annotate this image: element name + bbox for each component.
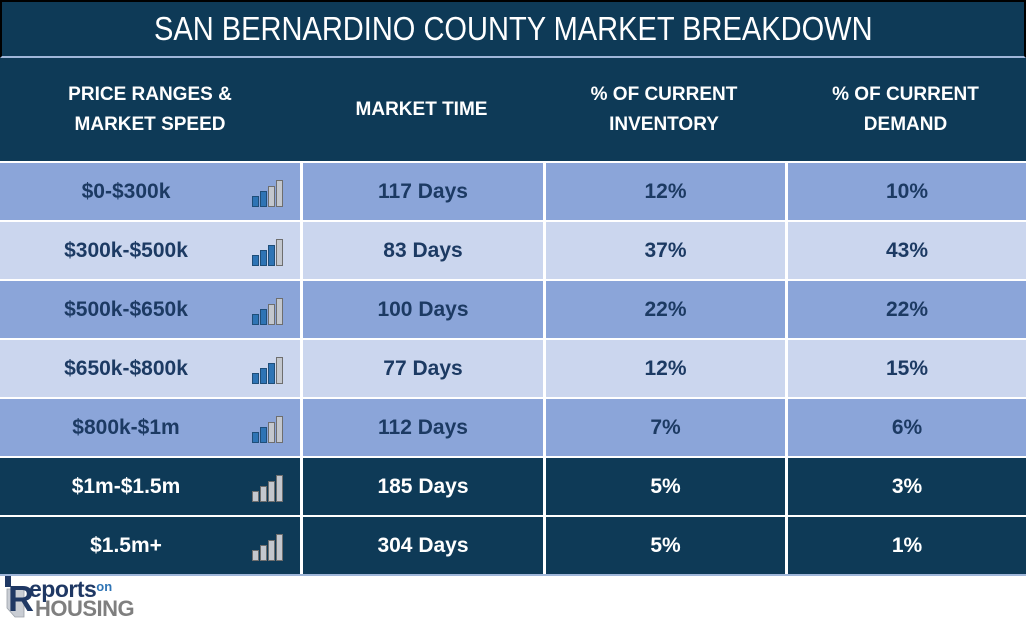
speed-bar-active (252, 254, 259, 266)
market-time-value: 77 Days (300, 340, 543, 397)
price-range-cell: $1.5m+ (0, 517, 300, 574)
speed-bar-inactive (260, 485, 267, 502)
speed-bar-inactive (252, 490, 259, 502)
demand-value: 6% (785, 399, 1026, 456)
market-speed-icon (252, 177, 288, 207)
speed-bar-active (268, 362, 275, 384)
speed-bar-inactive (268, 421, 275, 443)
speed-bar-active (260, 426, 267, 443)
logo-text-on: on (96, 579, 113, 594)
speed-bar-inactive (268, 185, 275, 207)
column-header-demand: % OF CURRENT DEMAND (832, 84, 979, 135)
table-header-row: PRICE RANGES & MARKET SPEED MARKET TIME … (0, 58, 1026, 161)
price-range-label: $0-$300k (81, 179, 171, 203)
table-row: $0-$300k 117 Days 12% 10% (0, 163, 1026, 220)
speed-bar-active (252, 431, 259, 443)
inventory-value: 5% (543, 458, 785, 515)
inventory-value: 12% (543, 340, 785, 397)
price-range-label: $800k-$1m (72, 415, 180, 439)
logo-text-housing: HOUSING (35, 596, 135, 621)
speed-bar-inactive (276, 238, 283, 266)
speed-bar-active (260, 249, 267, 266)
market-time-value: 185 Days (300, 458, 543, 515)
reports-on-housing-logo: R eportson HOUSING (4, 575, 194, 621)
speed-bar-inactive (276, 297, 283, 325)
market-time-value: 83 Days (300, 222, 543, 279)
demand-value: 3% (785, 458, 1026, 515)
speed-bar-active (268, 244, 275, 266)
inventory-value: 22% (543, 281, 785, 338)
market-time-value: 304 Days (300, 517, 543, 574)
inventory-value: 12% (543, 163, 785, 220)
bottom-divider-line (0, 574, 1026, 576)
inventory-value: 37% (543, 222, 785, 279)
speed-bar-active (260, 308, 267, 325)
price-range-cell: $0-$300k (0, 163, 300, 220)
demand-value: 15% (785, 340, 1026, 397)
speed-bar-inactive (276, 474, 283, 502)
logo-text-eports: eports (29, 576, 97, 602)
market-time-value: 117 Days (300, 163, 543, 220)
speed-bar-inactive (268, 480, 275, 502)
inventory-value: 7% (543, 399, 785, 456)
title-bar: SAN BERNARDINO COUNTY MARKET BREAKDOWN (0, 0, 1026, 58)
svg-text:R: R (8, 578, 34, 619)
table-row: $650k-$800k 77 Days 12% 15% (0, 340, 1026, 397)
price-range-cell: $800k-$1m (0, 399, 300, 456)
demand-value: 22% (785, 281, 1026, 338)
market-speed-icon (252, 236, 288, 266)
speed-bar-active (252, 313, 259, 325)
logo-house-page-icon: R (5, 576, 34, 619)
market-time-value: 112 Days (300, 399, 543, 456)
speed-bar-inactive (260, 544, 267, 561)
table-row: $500k-$650k 100 Days 22% 22% (0, 281, 1026, 338)
market-speed-icon (252, 295, 288, 325)
table-row: $1.5m+ 304 Days 5% 1% (0, 517, 1026, 574)
column-header-market-time: MARKET TIME (355, 98, 488, 120)
page-title: SAN BERNARDINO COUNTY MARKET BREAKDOWN (153, 10, 873, 47)
speed-bar-inactive (276, 533, 283, 561)
market-speed-icon (252, 531, 288, 561)
demand-value: 43% (785, 222, 1026, 279)
speed-bar-inactive (276, 356, 283, 384)
speed-bar-active (260, 190, 267, 207)
price-range-label: $300k-$500k (64, 238, 188, 262)
market-speed-icon (252, 413, 288, 443)
speed-bar-inactive (268, 303, 275, 325)
price-range-label: $1.5m+ (90, 533, 162, 557)
table-row: $800k-$1m 112 Days 7% 6% (0, 399, 1026, 456)
speed-bar-active (260, 367, 267, 384)
inventory-value: 5% (543, 517, 785, 574)
price-range-cell: $1m-$1.5m (0, 458, 300, 515)
table-row: $300k-$500k 83 Days 37% 43% (0, 222, 1026, 279)
speed-bar-active (252, 195, 259, 207)
price-range-cell: $300k-$500k (0, 222, 300, 279)
price-range-cell: $650k-$800k (0, 340, 300, 397)
market-speed-icon (252, 472, 288, 502)
market-time-value: 100 Days (300, 281, 543, 338)
speed-bar-inactive (252, 549, 259, 561)
demand-value: 1% (785, 517, 1026, 574)
market-speed-icon (252, 354, 288, 384)
price-range-label: $1m-$1.5m (71, 474, 181, 498)
speed-bar-inactive (276, 179, 283, 207)
price-range-label: $500k-$650k (64, 297, 188, 321)
column-header-price-ranges: PRICE RANGES & MARKET SPEED (68, 84, 232, 135)
speed-bar-inactive (276, 415, 283, 443)
demand-value: 10% (785, 163, 1026, 220)
table-row: $1m-$1.5m 185 Days 5% 3% (0, 458, 1026, 515)
speed-bar-active (252, 372, 259, 384)
logo-text-reports: eportson (29, 576, 112, 603)
column-header-inventory: % OF CURRENT INVENTORY (590, 84, 738, 135)
price-range-cell: $500k-$650k (0, 281, 300, 338)
table-body: $0-$300k 117 Days 12% 10% $300k-$500k 83… (0, 161, 1026, 574)
speed-bar-inactive (268, 539, 275, 561)
price-range-label: $650k-$800k (64, 356, 188, 380)
